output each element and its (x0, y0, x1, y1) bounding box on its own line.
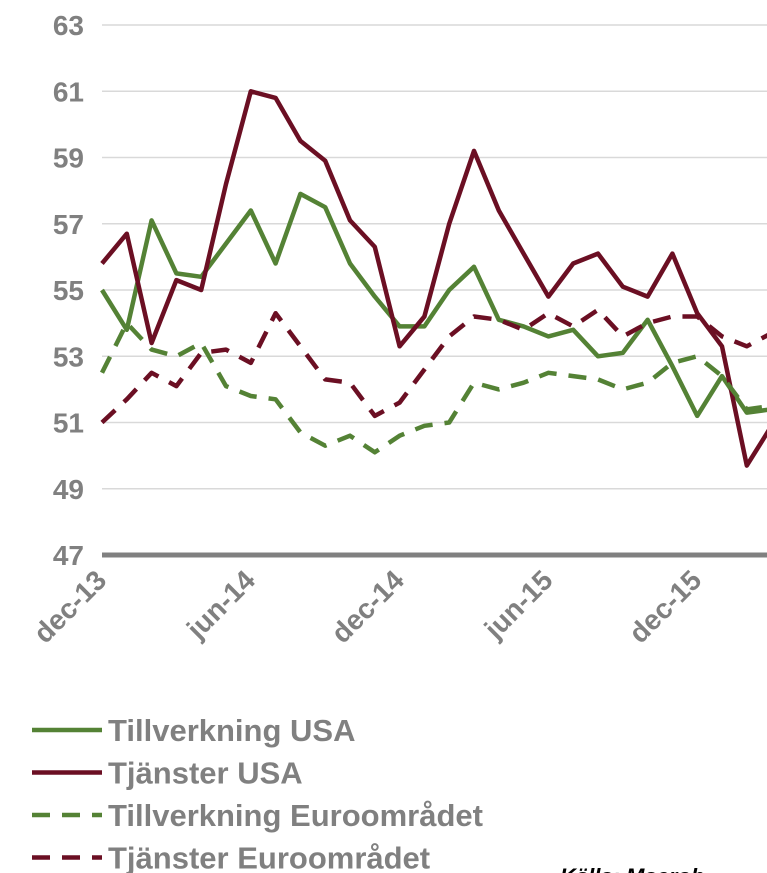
x-tick-label: dec-14 (325, 564, 410, 649)
legend-label: Tillverkning Euroområdet (108, 798, 483, 833)
y-tick-label: 49 (53, 474, 84, 505)
series-line (100, 191, 767, 419)
legend-label: Tjänster Euroområdet (108, 841, 430, 873)
legend-label: Tillverkning USA (108, 713, 356, 748)
y-tick-label: 57 (53, 209, 84, 240)
y-tick-label: 47 (53, 540, 84, 571)
x-tick-label: jun-15 (478, 564, 559, 645)
series-line (100, 307, 767, 425)
legend-label: Tjänster USA (108, 756, 303, 791)
x-tick-label: dec-15 (623, 564, 708, 649)
y-tick-label: 59 (53, 143, 84, 174)
y-tick-label: 53 (53, 341, 84, 372)
x-tick-label: dec-13 (28, 564, 113, 649)
y-tick-label: 63 (53, 10, 84, 41)
series-line (99, 320, 767, 455)
series-line (100, 89, 767, 468)
y-tick-label: 55 (53, 275, 84, 306)
y-tick-label: 61 (53, 76, 84, 107)
y-tick-label: 51 (53, 408, 84, 439)
source: Källa: Macrob (560, 864, 704, 873)
x-tick-label: jun-14 (180, 564, 261, 645)
